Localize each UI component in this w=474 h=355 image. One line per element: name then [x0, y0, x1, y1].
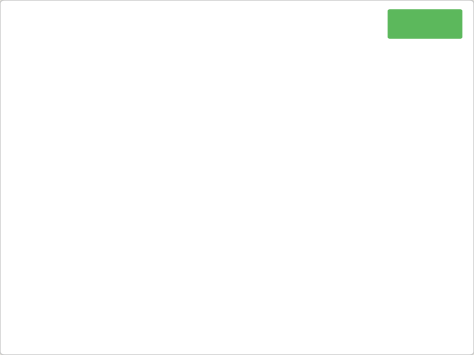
Text: t = $\sqrt{256}$: t = $\sqrt{256}$ [242, 108, 302, 123]
Text: 12: 12 [124, 186, 140, 199]
Text: a: a [198, 13, 212, 33]
Text: o: o [129, 13, 143, 33]
Text: 12: 12 [81, 97, 97, 110]
Text: l: l [208, 13, 215, 33]
Text: Luas =: Luas = [234, 191, 277, 204]
Text: 24:2 =12: 24:2 =12 [18, 175, 76, 188]
Text: 20: 20 [156, 137, 172, 150]
Text: Rumus: Rumus [399, 17, 452, 31]
Text: h: h [165, 13, 180, 33]
Text: (12+36)×16: (12+36)×16 [283, 162, 361, 175]
Text: 36-12=24: 36-12=24 [18, 160, 81, 173]
Text: t = $\sqrt{20^2-12^2}$: t = $\sqrt{20^2-12^2}$ [242, 92, 337, 113]
Text: t: t [97, 135, 103, 148]
Text: S: S [178, 13, 193, 33]
Text: 48 × 16: 48 × 16 [290, 190, 339, 203]
Text: o: o [156, 13, 170, 33]
Text: jumlahsisisejajar × tinggi: jumlahsisisejajar × tinggi [273, 136, 433, 146]
Text: Penyelesaian :: Penyelesaian : [15, 90, 118, 103]
Text: $\it{Luas}$ =: $\it{Luas}$ = [234, 137, 278, 150]
Text: 2: 2 [310, 210, 319, 223]
Text: 2: 2 [348, 156, 357, 169]
Text: Trapesium sama kaki mempunyai panjang kaki 20. sisi sejajar
masing-masing 12 dan: Trapesium sama kaki mempunyai panjang ka… [15, 47, 384, 87]
Text: Luas = 384: Luas = 384 [234, 227, 313, 241]
Text: C: C [120, 13, 136, 33]
Text: t = 16: t = 16 [242, 123, 281, 136]
Text: t: t [147, 13, 157, 33]
Text: n: n [138, 13, 153, 33]
Text: Luas =: Luas = [234, 163, 277, 176]
Text: o: o [188, 13, 202, 33]
Text: 36: 36 [70, 186, 86, 199]
Text: 2: 2 [318, 182, 326, 195]
